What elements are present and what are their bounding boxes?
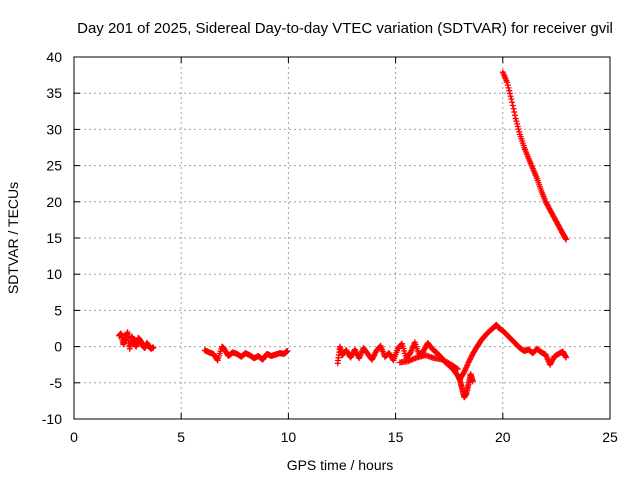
data-point	[516, 128, 523, 135]
y-tick-label: -10	[42, 411, 62, 427]
plot-frame	[73, 56, 611, 420]
y-tick-label: 25	[46, 158, 62, 174]
y-tick-label: 35	[46, 85, 62, 101]
series-segment-3b	[396, 352, 461, 373]
x-tick-label: 15	[388, 429, 404, 445]
data-point	[504, 82, 511, 89]
y-tick-label: 40	[46, 49, 62, 65]
y-tick-label: 15	[46, 230, 62, 246]
data-point	[512, 115, 519, 122]
x-axis-label: GPS time / hours	[287, 457, 394, 473]
data-point	[506, 87, 513, 94]
data-point	[504, 79, 511, 86]
x-tick-label: 25	[602, 429, 618, 445]
y-tick-label: 5	[54, 302, 62, 318]
series-segment-2	[201, 343, 291, 364]
x-tick-label: 20	[495, 429, 511, 445]
data-point	[150, 344, 157, 351]
data-point	[515, 126, 522, 133]
data-point	[510, 105, 517, 112]
data-point	[513, 118, 520, 125]
data-point	[563, 236, 570, 243]
x-tick-label: 5	[177, 429, 185, 445]
data-point	[511, 109, 518, 116]
x-tick-label: 0	[70, 429, 78, 445]
data-points	[116, 69, 570, 401]
data-point	[508, 95, 515, 102]
y-tick-label: -5	[50, 375, 63, 391]
data-point	[509, 102, 516, 109]
data-point	[469, 378, 476, 385]
axis-ticks: 0 5 10 15 20 25 -10 -5 0 5 10 15 20 25 30 35 40	[42, 49, 618, 445]
data-point	[454, 366, 461, 373]
data-point	[507, 93, 514, 100]
series-segment-4	[456, 321, 570, 383]
y-tick-label: 0	[54, 339, 62, 355]
chart-title: Day 201 of 2025, Sidereal Day-to-day VTE…	[77, 20, 613, 37]
series-segment-1	[116, 329, 157, 352]
data-point	[506, 90, 513, 97]
data-point	[284, 347, 291, 354]
data-point	[509, 99, 516, 106]
data-point	[505, 84, 512, 91]
y-axis-label: SDTVAR / TECUs	[5, 182, 21, 294]
series-segment-5	[499, 69, 570, 243]
data-point	[514, 120, 521, 127]
y-tick-label: 20	[46, 194, 62, 210]
y-tick-label: 30	[46, 121, 62, 137]
data-point	[563, 354, 570, 361]
grid	[74, 57, 610, 419]
data-point	[514, 123, 521, 130]
y-tick-label: 10	[46, 266, 62, 282]
x-tick-label: 10	[281, 429, 297, 445]
data-point	[453, 365, 460, 372]
data-point	[511, 112, 518, 119]
